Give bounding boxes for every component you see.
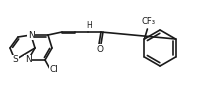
Text: CF₃: CF₃: [141, 18, 155, 26]
Text: S: S: [12, 56, 18, 64]
Text: O: O: [97, 44, 104, 54]
Text: Cl: Cl: [49, 66, 58, 74]
Text: N: N: [25, 56, 31, 64]
Text: H: H: [86, 20, 92, 30]
Text: N: N: [28, 30, 34, 40]
